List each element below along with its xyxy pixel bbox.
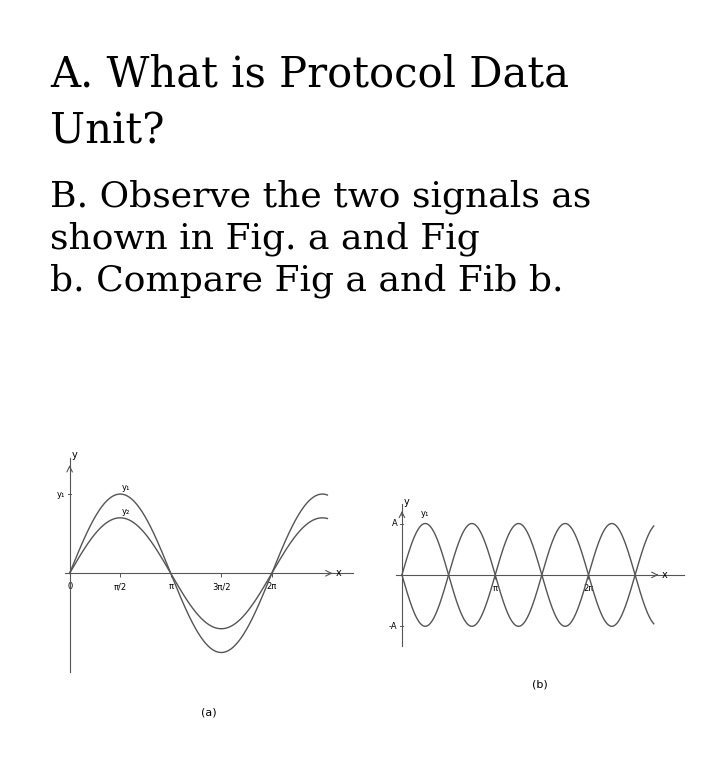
Text: y: y bbox=[403, 497, 409, 507]
Text: y₁: y₁ bbox=[421, 510, 429, 518]
Text: A: A bbox=[392, 519, 397, 528]
Text: y₁: y₁ bbox=[122, 483, 130, 492]
Text: x: x bbox=[336, 568, 341, 578]
Text: (b): (b) bbox=[532, 680, 548, 690]
Text: B. Observe the two signals as: B. Observe the two signals as bbox=[50, 180, 592, 214]
Text: (a): (a) bbox=[201, 707, 217, 717]
Text: A. What is Protocol Data: A. What is Protocol Data bbox=[50, 53, 570, 96]
Text: Unit?: Unit? bbox=[50, 111, 165, 153]
Text: y: y bbox=[71, 450, 77, 460]
Text: y₁: y₁ bbox=[56, 490, 65, 499]
Text: y₂: y₂ bbox=[122, 507, 130, 516]
Text: -A: -A bbox=[389, 622, 397, 631]
Text: shown in Fig. a and Fig: shown in Fig. a and Fig bbox=[50, 222, 480, 256]
Text: b. Compare Fig a and Fib b.: b. Compare Fig a and Fib b. bbox=[50, 264, 564, 298]
Text: x: x bbox=[661, 570, 667, 580]
